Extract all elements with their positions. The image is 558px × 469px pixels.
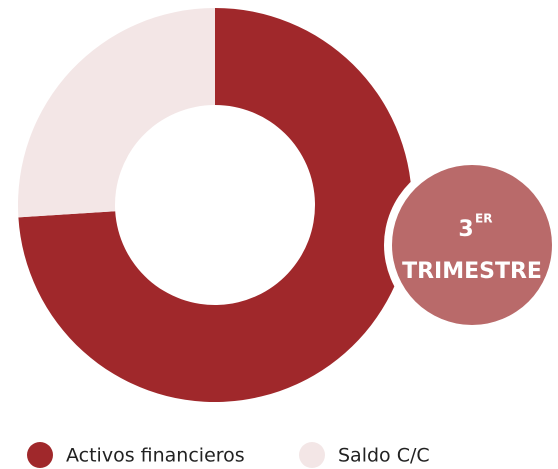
donut-segment — [18, 8, 412, 403]
legend: Activos financieros Saldo C/C — [27, 442, 430, 468]
donut-segment — [18, 8, 215, 218]
badge-text: TRIMESTRE — [402, 259, 542, 284]
badge-number: 3 — [458, 217, 473, 242]
donut — [18, 8, 412, 403]
legend-marker — [27, 442, 53, 468]
legend-label: Saldo C/C — [338, 445, 430, 467]
legend-marker — [299, 442, 325, 468]
badge-superscript: ER — [475, 212, 492, 226]
badge — [392, 165, 552, 325]
legend-label: Activos financieros — [66, 445, 245, 467]
